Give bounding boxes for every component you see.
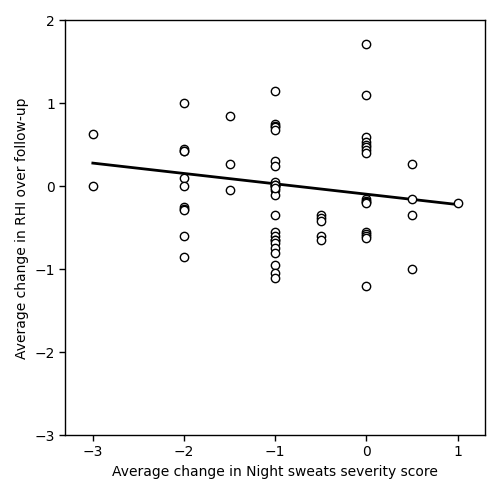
Point [408,265,416,273]
Point [271,126,279,134]
Point [317,232,325,240]
Point [180,182,188,190]
Point [362,234,370,242]
Point [317,214,325,222]
Point [89,182,97,190]
Point [271,228,279,236]
Point [362,141,370,149]
Point [362,199,370,207]
Point [271,211,279,219]
Point [226,160,234,168]
Point [271,162,279,169]
Point [362,91,370,99]
Point [362,198,370,206]
Point [362,228,370,236]
Point [271,191,279,199]
Point [362,149,370,157]
Point [454,199,462,207]
Point [271,187,279,195]
Point [271,182,279,190]
Point [180,147,188,155]
Point [180,174,188,182]
Point [362,146,370,154]
Point [271,236,279,244]
Point [362,282,370,290]
Point [362,40,370,47]
Point [180,206,188,213]
Point [271,232,279,240]
Point [362,232,370,240]
Point [408,160,416,168]
Point [271,181,279,189]
Point [180,145,188,153]
Point [362,132,370,140]
Point [317,211,325,219]
Point [317,217,325,225]
Point [271,87,279,95]
Point [180,203,188,211]
Point [271,239,279,247]
Point [271,184,279,192]
Point [317,236,325,244]
Point [271,182,279,190]
Point [408,195,416,203]
Point [180,232,188,240]
Point [180,99,188,107]
Point [180,253,188,261]
Point [271,181,279,189]
Point [271,274,279,282]
Point [271,236,279,244]
Point [362,197,370,205]
Point [271,178,279,186]
Point [271,248,279,256]
Point [271,122,279,130]
Point [180,148,188,156]
Point [226,187,234,195]
Point [271,245,279,252]
Point [271,120,279,128]
Point [362,195,370,203]
X-axis label: Average change in Night sweats severity score: Average change in Night sweats severity … [112,465,438,479]
Point [89,130,97,138]
Point [180,205,188,212]
Point [408,211,416,219]
Point [226,112,234,120]
Point [362,230,370,238]
Point [271,269,279,277]
Point [362,143,370,151]
Point [362,138,370,146]
Y-axis label: Average change in RHI over follow-up: Average change in RHI over follow-up [15,97,29,359]
Point [271,158,279,165]
Point [271,123,279,130]
Point [271,261,279,269]
